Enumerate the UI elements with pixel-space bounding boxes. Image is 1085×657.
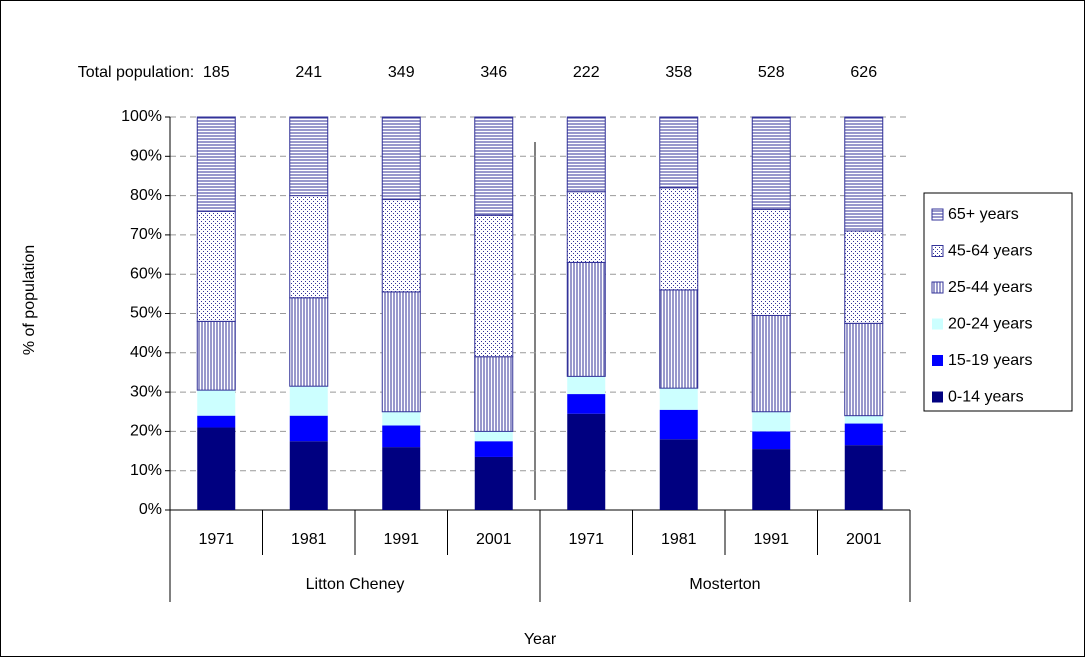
bar-segment — [567, 413, 606, 510]
bar-segment — [196, 320, 236, 391]
bar-segment — [197, 415, 236, 428]
legend-label: 65+ years — [948, 206, 1019, 223]
bar-segment — [289, 297, 329, 387]
bar-segment — [474, 214, 514, 358]
bar-segment — [196, 210, 236, 322]
bar-segment — [844, 415, 883, 424]
bar-segment — [659, 187, 699, 291]
bar-segment — [567, 394, 606, 414]
bar-segment — [381, 291, 421, 413]
x-tick-label: 1991 — [753, 531, 789, 548]
legend-label: 25-44 years — [948, 279, 1033, 296]
bar-segment — [751, 208, 791, 316]
bar-segment — [844, 423, 883, 446]
bar-segment — [751, 116, 791, 210]
bar-segment — [474, 116, 514, 216]
y-tick-label: 80% — [130, 187, 162, 204]
bar-segment — [751, 314, 791, 413]
bar-segment — [566, 191, 606, 263]
y-tick-label: 10% — [130, 462, 162, 479]
x-axis-title: Year — [524, 631, 557, 648]
x-tick-label: 1971 — [568, 531, 604, 548]
bar-segment — [289, 195, 329, 299]
total-label: 185 — [203, 64, 230, 81]
total-label: 346 — [480, 64, 507, 81]
bar-segment — [752, 449, 791, 510]
y-tick-label: 40% — [130, 344, 162, 361]
total-label: 222 — [573, 64, 600, 81]
bar-segment — [382, 411, 421, 426]
bar-segment — [289, 415, 328, 442]
y-tick-label: 30% — [130, 383, 162, 400]
y-tick-label: 100% — [121, 108, 162, 125]
x-tick-label: 1971 — [198, 531, 234, 548]
bar-segment — [752, 411, 791, 432]
bar-segment — [844, 322, 884, 417]
y-tick-label: 50% — [130, 305, 162, 322]
total-label: 349 — [388, 64, 415, 81]
bar-segment — [197, 427, 236, 510]
x-tick-label: 1981 — [661, 531, 697, 548]
legend-swatch — [932, 318, 943, 330]
y-tick-label: 20% — [130, 423, 162, 440]
bar-segment — [659, 439, 698, 510]
legend-label: 15-19 years — [948, 352, 1033, 369]
y-tick-label: 60% — [130, 265, 162, 282]
bar-segment — [289, 441, 328, 510]
bar-segment — [474, 356, 514, 432]
legend-label: 0-14 years — [948, 389, 1024, 406]
bar-segment — [382, 425, 421, 448]
bar-segment — [659, 289, 699, 389]
x-tick-label: 1981 — [291, 531, 327, 548]
legend-label: 20-24 years — [948, 316, 1033, 333]
bar-segment — [752, 431, 791, 450]
bar-segment — [289, 116, 329, 197]
bar-segment — [659, 388, 698, 410]
bar-segment — [474, 431, 513, 442]
bar-segment — [844, 445, 883, 510]
y-tick-label: 0% — [139, 501, 162, 518]
legend-swatch — [932, 391, 943, 403]
bar-segment — [381, 199, 421, 293]
x-tick-label: 2001 — [476, 531, 512, 548]
group-label: Mosterton — [689, 576, 760, 593]
total-label: 241 — [295, 64, 322, 81]
group-label: Litton Cheney — [306, 576, 405, 593]
bar-segment — [567, 376, 606, 395]
bar-segment — [381, 116, 421, 201]
legend-swatch — [931, 208, 944, 221]
bar-segment — [382, 447, 421, 510]
total-label: 626 — [850, 64, 877, 81]
bar-segment — [844, 230, 884, 324]
bar-segment — [566, 116, 606, 193]
bar-segment — [289, 386, 328, 416]
legend-swatch — [932, 355, 943, 366]
total-label: 358 — [665, 64, 692, 81]
legend-swatch — [931, 281, 944, 294]
legend-box — [923, 192, 1073, 412]
total-label: 528 — [758, 64, 785, 81]
legend-label: 45-64 years — [948, 243, 1033, 260]
legend-swatch — [931, 245, 944, 257]
bar-segment — [844, 116, 884, 232]
y-axis-title: % of population — [21, 245, 38, 355]
bar-segment — [566, 261, 606, 377]
y-tick-label: 90% — [130, 148, 162, 165]
totals-label: Total population: — [78, 64, 195, 81]
bar-segment — [474, 441, 513, 457]
bar-segment — [659, 116, 699, 189]
bar-segment — [197, 390, 236, 416]
x-tick-label: 2001 — [846, 531, 882, 548]
bar-segment — [474, 456, 513, 510]
bar-segment — [196, 116, 236, 212]
bar-segment — [659, 409, 698, 440]
y-tick-label: 70% — [130, 226, 162, 243]
x-tick-label: 1991 — [383, 531, 419, 548]
